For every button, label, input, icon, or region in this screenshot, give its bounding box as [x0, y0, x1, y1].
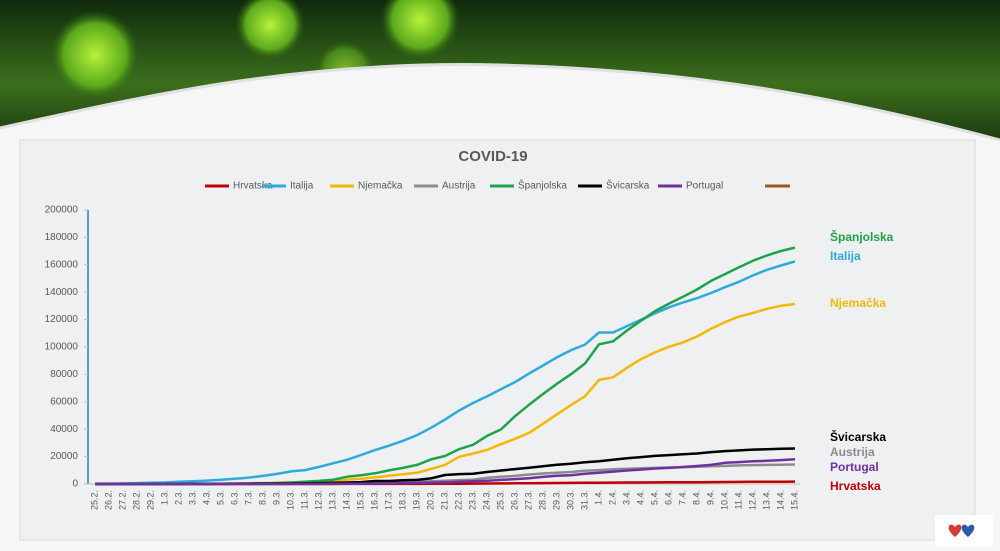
x-tick-label: 15.3. — [355, 490, 365, 510]
x-tick-label: 14.4. — [775, 490, 785, 510]
legend-label: Hrvatska — [233, 181, 273, 192]
x-tick-label: 3.3. — [187, 490, 197, 505]
virus-decoration — [50, 10, 140, 100]
x-tick-label: 29.2. — [145, 490, 155, 510]
series-line — [94, 260, 796, 485]
y-tick-label: 80000 — [50, 369, 78, 380]
x-tick-label: 27.2. — [117, 490, 127, 510]
x-tick-label: 1.4. — [593, 490, 603, 505]
x-tick-label: 11.3. — [299, 490, 309, 509]
x-tick-label: 27.3. — [523, 490, 533, 510]
y-tick-label: 100000 — [45, 342, 79, 353]
chart-title: COVID-19 — [458, 148, 527, 165]
x-tick-label: 22.3. — [453, 490, 463, 510]
x-tick-label: 20.3. — [425, 490, 435, 510]
x-tick-label: 9.3. — [271, 490, 281, 505]
x-tick-label: 4.4. — [635, 490, 645, 505]
x-tick-label: 4.3. — [201, 490, 211, 505]
x-tick-label: 5.3. — [215, 490, 225, 505]
logo — [948, 524, 962, 537]
series-line — [95, 457, 796, 486]
y-tick-label: 160000 — [45, 259, 79, 270]
x-tick-label: 26.2. — [103, 490, 113, 510]
end-label: Italija — [830, 249, 861, 263]
y-tick-label: 140000 — [45, 287, 79, 298]
x-tick-label: 28.3. — [537, 490, 547, 510]
x-tick-label: 26.3. — [509, 490, 519, 510]
x-tick-label: 25.3. — [495, 490, 505, 510]
chart-panel — [19, 139, 976, 541]
y-tick-label: 120000 — [45, 314, 79, 325]
y-tick-label: 180000 — [45, 232, 79, 243]
x-tick-label: 23.3. — [467, 490, 477, 510]
end-label: Španjolska — [830, 229, 894, 244]
end-label: Švicarska — [830, 429, 886, 444]
x-tick-label: 2.3. — [173, 490, 183, 505]
x-tick-label: 9.4. — [705, 490, 715, 505]
end-label: Hrvatska — [830, 479, 881, 493]
x-tick-label: 14.3. — [341, 490, 351, 510]
x-tick-label: 18.3. — [397, 490, 407, 510]
legend-label: Italija — [290, 181, 314, 192]
x-tick-label: 15.4. — [789, 490, 799, 510]
legend-label: Španjolska — [518, 179, 567, 192]
end-label: Njemačka — [830, 296, 886, 310]
x-tick-label: 10.4. — [719, 490, 729, 510]
x-tick-label: 7.3. — [243, 490, 253, 505]
x-tick-label: 13.3. — [327, 490, 337, 510]
legend-label: Švicarska — [606, 179, 650, 192]
end-label: Portugal — [830, 460, 879, 474]
end-label: Austrija — [830, 445, 875, 459]
x-tick-label: 12.4. — [747, 490, 757, 510]
y-tick-label: 20000 — [50, 451, 78, 462]
x-tick-label: 6.3. — [229, 490, 239, 505]
legend-label: Njemačka — [358, 181, 403, 192]
x-tick-label: 5.4. — [649, 490, 659, 505]
x-tick-label: 21.3. — [439, 490, 449, 510]
x-tick-label: 1.3. — [159, 490, 169, 505]
x-tick-label: 16.3. — [369, 490, 379, 510]
x-tick-label: 28.2. — [131, 490, 141, 510]
legend-label: Austrija — [442, 181, 476, 192]
x-tick-label: 25.2. — [89, 490, 99, 510]
x-tick-label: 17.3. — [383, 490, 393, 510]
x-tick-label: 13.4. — [761, 490, 771, 510]
virus-decoration — [380, 0, 460, 60]
legend-label: Portugal — [686, 181, 723, 192]
x-tick-label: 3.4. — [621, 490, 631, 505]
x-tick-label: 7.4. — [677, 490, 687, 505]
x-tick-label: 19.3. — [411, 490, 421, 510]
virus-decoration — [235, 0, 305, 60]
y-tick-label: 60000 — [50, 396, 78, 407]
y-tick-label: 0 — [72, 479, 78, 490]
x-tick-label: 31.3. — [579, 490, 589, 510]
x-tick-label: 24.3. — [481, 490, 491, 510]
x-tick-label: 10.3. — [285, 490, 295, 510]
x-tick-label: 6.4. — [663, 490, 673, 505]
x-tick-label: 11.4. — [733, 490, 743, 509]
x-tick-label: 30.3. — [565, 490, 575, 510]
x-tick-label: 12.3. — [313, 490, 323, 510]
x-tick-label: 8.4. — [691, 490, 701, 505]
y-tick-label: 200000 — [45, 205, 79, 216]
x-tick-label: 8.3. — [257, 490, 267, 505]
x-tick-label: 2.4. — [607, 490, 617, 505]
x-tick-label: 29.3. — [551, 490, 561, 510]
y-tick-label: 40000 — [50, 424, 78, 435]
wave-edge — [0, 63, 1000, 142]
logo — [961, 524, 975, 537]
